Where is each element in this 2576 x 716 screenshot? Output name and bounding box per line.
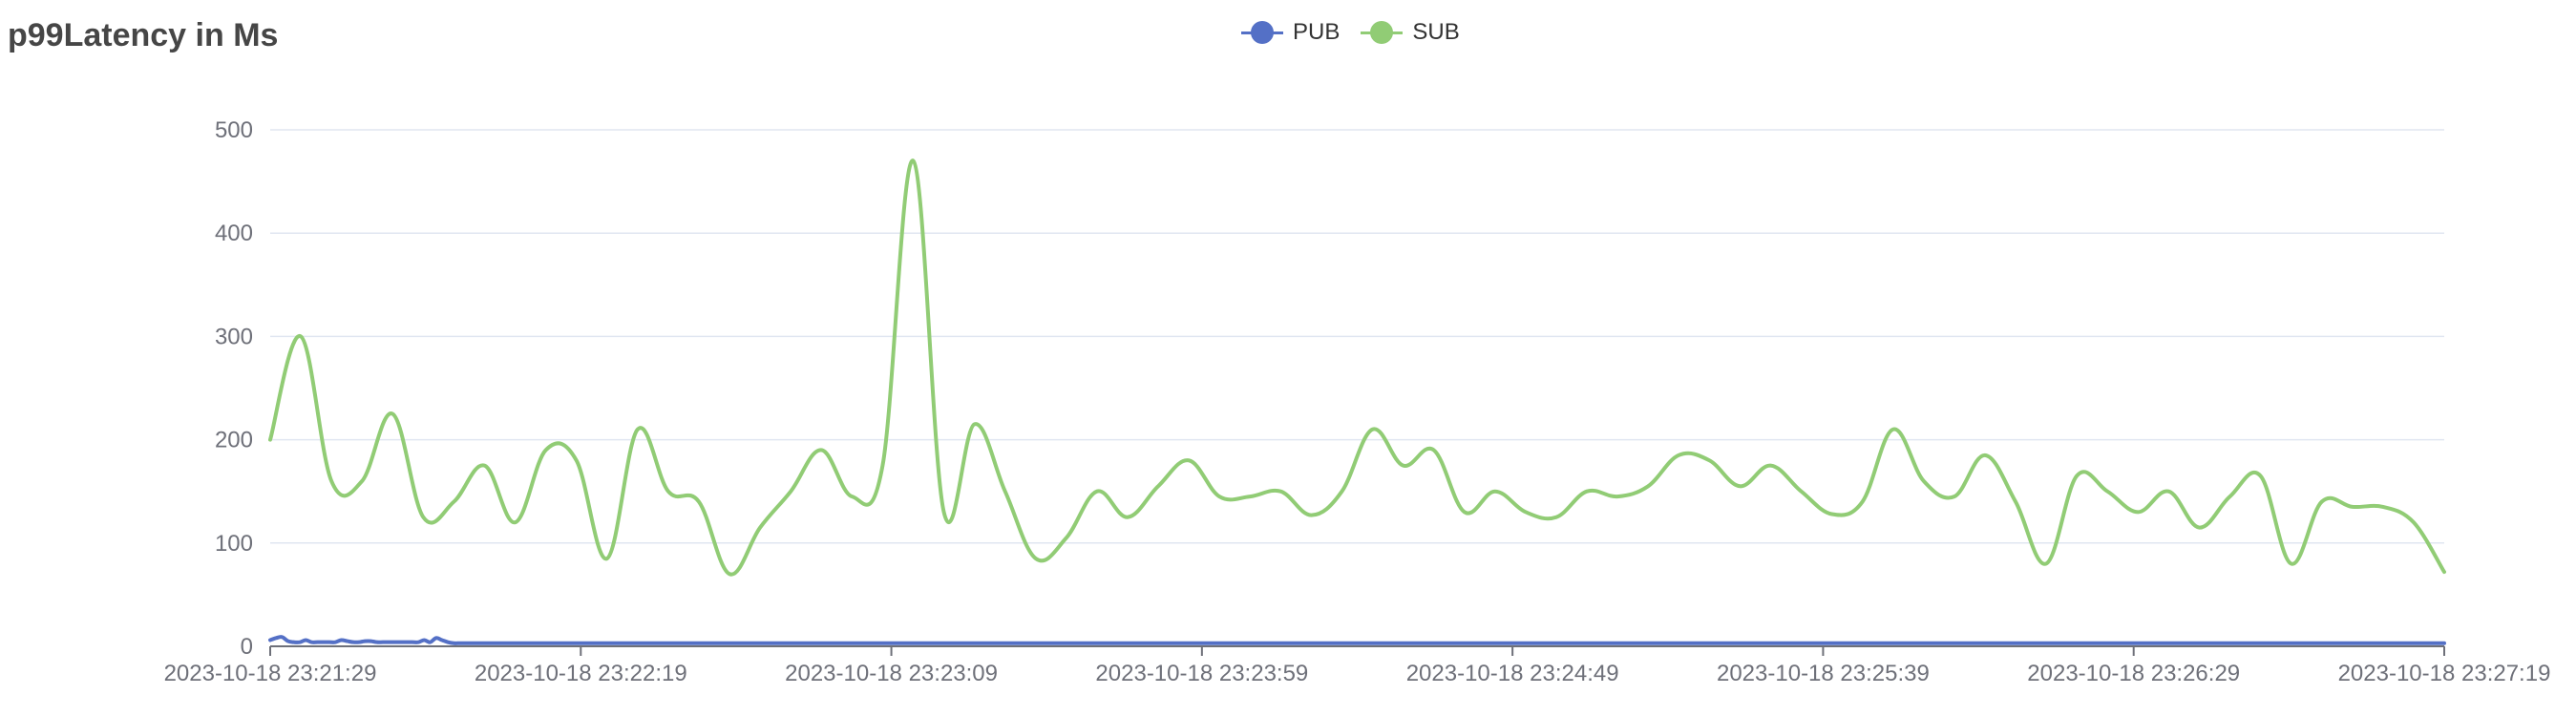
legend-item-pub[interactable]: PUB	[1241, 19, 1340, 46]
y-tick-label: 0	[241, 634, 253, 660]
x-tick-label: 2023-10-18 23:26:29	[2027, 661, 2240, 686]
x-tick-label: 2023-10-18 23:25:39	[1717, 661, 1930, 686]
series-line-pub	[268, 635, 2446, 645]
x-tick-label: 2023-10-18 23:23:09	[785, 661, 998, 686]
circle-line-icon	[1361, 20, 1404, 45]
y-tick-label: 100	[215, 531, 253, 557]
x-tick-label: 2023-10-18 23:23:59	[1095, 661, 1308, 686]
legend-label-sub: SUB	[1412, 19, 1460, 45]
legend: PUB SUB	[1241, 19, 1460, 46]
legend-label-pub: PUB	[1293, 19, 1341, 45]
x-tick-label: 2023-10-18 23:27:19	[2338, 661, 2551, 686]
x-tick-label: 2023-10-18 23:24:49	[1406, 661, 1619, 686]
y-tick-label: 400	[215, 221, 253, 246]
y-tick-label: 200	[215, 428, 253, 453]
x-tick-label: 2023-10-18 23:21:29	[164, 661, 377, 686]
y-tick-label: 500	[215, 117, 253, 143]
y-tick-label: 300	[215, 324, 253, 349]
series-line-sub	[268, 158, 2446, 577]
circle-line-icon	[1241, 20, 1283, 45]
x-tick-label: 2023-10-18 23:22:19	[475, 661, 687, 686]
legend-item-sub[interactable]: SUB	[1361, 19, 1460, 46]
chart-title: p99Latency in Ms	[8, 17, 279, 53]
